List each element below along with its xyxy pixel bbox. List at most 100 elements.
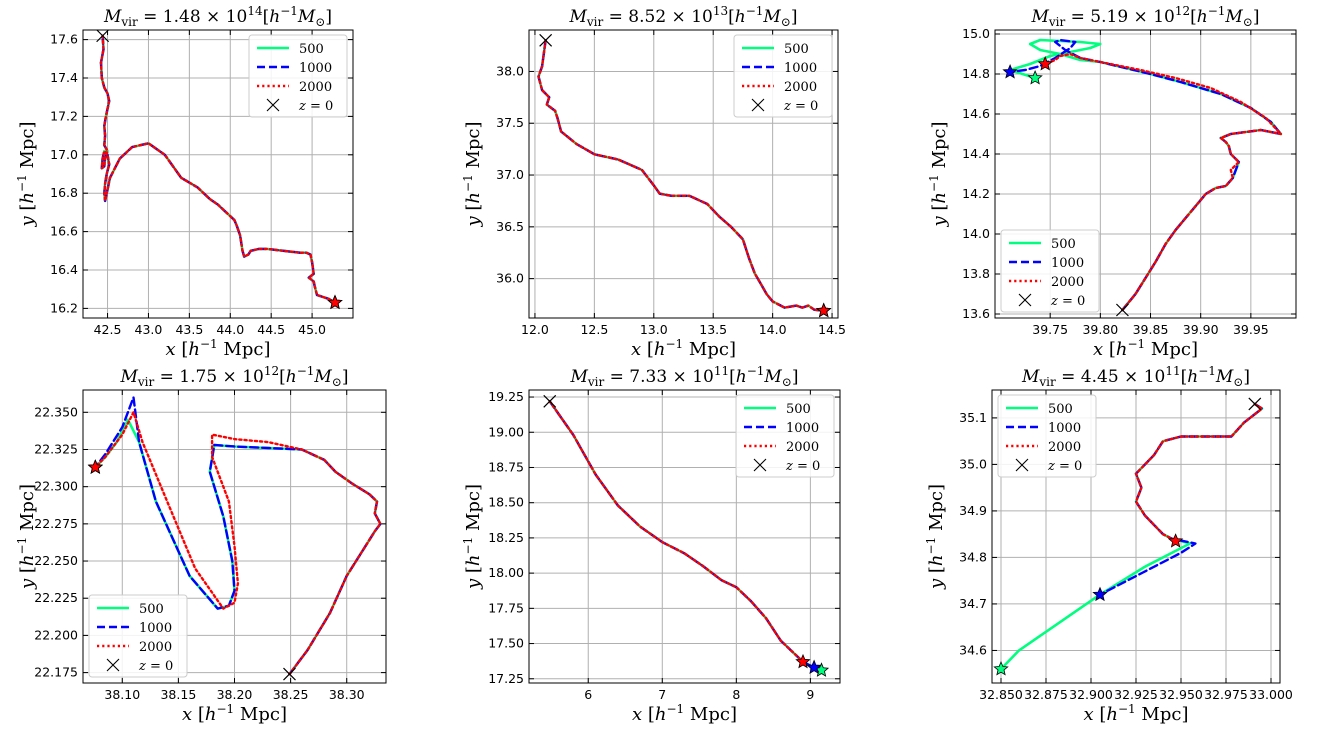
z0-marker — [96, 29, 110, 43]
legend-label-500: 500 — [139, 602, 164, 617]
legend-label-500: 500 — [1051, 237, 1076, 252]
y-tick-label: 17.6 — [50, 32, 78, 47]
panel-title: Mvir = 4.45 × 1011[h−1M⊙] — [1021, 364, 1250, 389]
plot-area — [99, 34, 337, 304]
y-tick-label: 18.00 — [488, 565, 524, 580]
y-tick-label: 19.25 — [488, 389, 524, 404]
x-tick-label: 13.5 — [699, 322, 727, 337]
star-marker-1000 — [806, 659, 822, 675]
panel-title: Mvir = 8.52 × 1013[h−1M⊙] — [568, 4, 797, 29]
legend-swatch-z0 — [106, 658, 120, 672]
y-tick-label: 22.300 — [34, 479, 78, 494]
x-tick-label: 43.0 — [135, 322, 163, 337]
panel-title: Mvir = 1.48 × 1014[h−1M⊙] — [103, 4, 332, 29]
x-tick-label: 12.5 — [580, 322, 608, 337]
y-tick-label: 34.6 — [959, 642, 987, 657]
x-tick-label: 12.0 — [521, 322, 549, 337]
star-marker-500 — [993, 660, 1009, 676]
star-marker-1000 — [1002, 63, 1018, 79]
x-tick-label: 42.5 — [94, 322, 122, 337]
z0-marker — [1248, 397, 1262, 411]
panel-3: 39.75 39.80 39.85 39.90 39.95 13.6 13.8 14.0 14.… — [927, 4, 1297, 360]
y-tick-label: 17.50 — [488, 636, 524, 651]
y-tick-label: 14.8 — [962, 66, 990, 81]
legend-label-z0: z = 0 — [1050, 294, 1085, 309]
plot-area — [999, 402, 1264, 671]
legend-swatch-z0 — [266, 98, 280, 112]
z0-marker — [543, 394, 557, 408]
y-axis-label: y [h−1 Mpc] — [15, 122, 38, 228]
y-tick-label: 17.75 — [488, 600, 524, 615]
legend-label-z0: z = 0 — [783, 99, 818, 114]
x-axis-label: x [h−1 Mpc] — [182, 702, 287, 725]
series-line-2000 — [548, 400, 805, 664]
legend-swatch-z0 — [753, 458, 767, 472]
y-tick-label: 22.250 — [34, 553, 78, 568]
star-marker-2000 — [816, 302, 832, 318]
y-tick-label: 17.2 — [50, 108, 78, 123]
y-tick-label: 17.0 — [50, 147, 78, 162]
axes-frame — [994, 29, 1297, 319]
y-tick-label: 36.0 — [496, 271, 524, 286]
legend-swatch-z0 — [751, 98, 765, 112]
y-tick-label: 18.75 — [488, 459, 524, 474]
y-tick-label: 16.8 — [50, 185, 78, 200]
axes-frame — [991, 389, 1281, 684]
y-tick-label: 16.4 — [50, 262, 78, 277]
y-tick-label: 17.25 — [488, 671, 524, 686]
y-tick-label: 37.5 — [496, 115, 524, 130]
y-tick-label: 38.0 — [496, 63, 524, 78]
legend-box — [997, 394, 1097, 478]
legend: 500 1000 2000 z = 0 — [735, 394, 835, 478]
legend-label-z0: z = 0 — [138, 659, 173, 674]
y-tick-label: 19.00 — [488, 424, 524, 439]
x-tick-label: 32.975 — [1204, 687, 1248, 702]
y-tick-label: 22.200 — [34, 627, 78, 642]
x-tick-label: 33.000 — [1249, 687, 1293, 702]
plot-area — [548, 399, 823, 672]
star-marker-2000 — [1037, 55, 1053, 71]
panel-title: Mvir = 1.75 × 1012[h−1M⊙] — [119, 364, 348, 389]
series-line-2000 — [1134, 402, 1264, 543]
star-marker-2000 — [327, 294, 343, 310]
x-tick-label: 14.5 — [818, 322, 846, 337]
x-axis-label: x [h−1 Mpc] — [631, 337, 736, 360]
x-tick-label: 38.30 — [329, 687, 365, 702]
y-axis-label: y [h−1 Mpc] — [15, 484, 38, 590]
series-line-2000 — [537, 39, 825, 312]
star-marker-2000 — [1167, 533, 1184, 548]
x-tick-label: 13.0 — [640, 322, 668, 337]
panel-title: Mvir = 7.33 × 1011[h−1M⊙] — [569, 364, 798, 389]
x-tick-label: 8 — [732, 687, 740, 702]
legend-label-1000: 1000 — [784, 61, 817, 76]
legend-label-1000: 1000 — [786, 421, 819, 436]
y-tick-label: 22.175 — [34, 665, 78, 680]
y-axis-label: y [h−1 Mpc] — [461, 122, 484, 228]
x-tick-label: 39.75 — [1032, 322, 1068, 337]
star-marker-2000 — [795, 653, 811, 669]
x-tick-label: 44.0 — [216, 322, 244, 337]
legend-label-2000: 2000 — [1051, 275, 1084, 290]
y-tick-label: 14.4 — [962, 146, 990, 161]
y-tick-label: 34.7 — [959, 596, 987, 611]
legend: 500 1000 2000 z = 0 — [88, 594, 188, 678]
legend-box — [735, 394, 835, 478]
x-axis-label: x [h−1 Mpc] — [632, 702, 737, 725]
panel-title: Mvir = 5.19 × 1012[h−1M⊙] — [1030, 4, 1259, 29]
legend-swatch-z0 — [1018, 293, 1032, 307]
legend-label-2000: 2000 — [784, 80, 817, 95]
axes-frame — [82, 389, 387, 684]
x-tick-label: 38.15 — [160, 687, 196, 702]
y-tick-label: 22.350 — [34, 404, 78, 419]
y-tick-label: 18.50 — [488, 495, 524, 510]
series-line-2000 — [94, 411, 382, 676]
y-tick-label: 13.6 — [962, 306, 990, 321]
axes-frame — [528, 29, 839, 319]
x-tick-label: 32.925 — [1114, 687, 1158, 702]
y-tick-label: 34.9 — [959, 503, 987, 518]
y-axis-label: y [h−1 Mpc] — [927, 122, 950, 228]
legend-label-z0: z = 0 — [298, 99, 333, 114]
x-axis-label: x [h−1 Mpc] — [1093, 337, 1198, 360]
legend: 500 1000 2000 z = 0 — [733, 34, 833, 118]
